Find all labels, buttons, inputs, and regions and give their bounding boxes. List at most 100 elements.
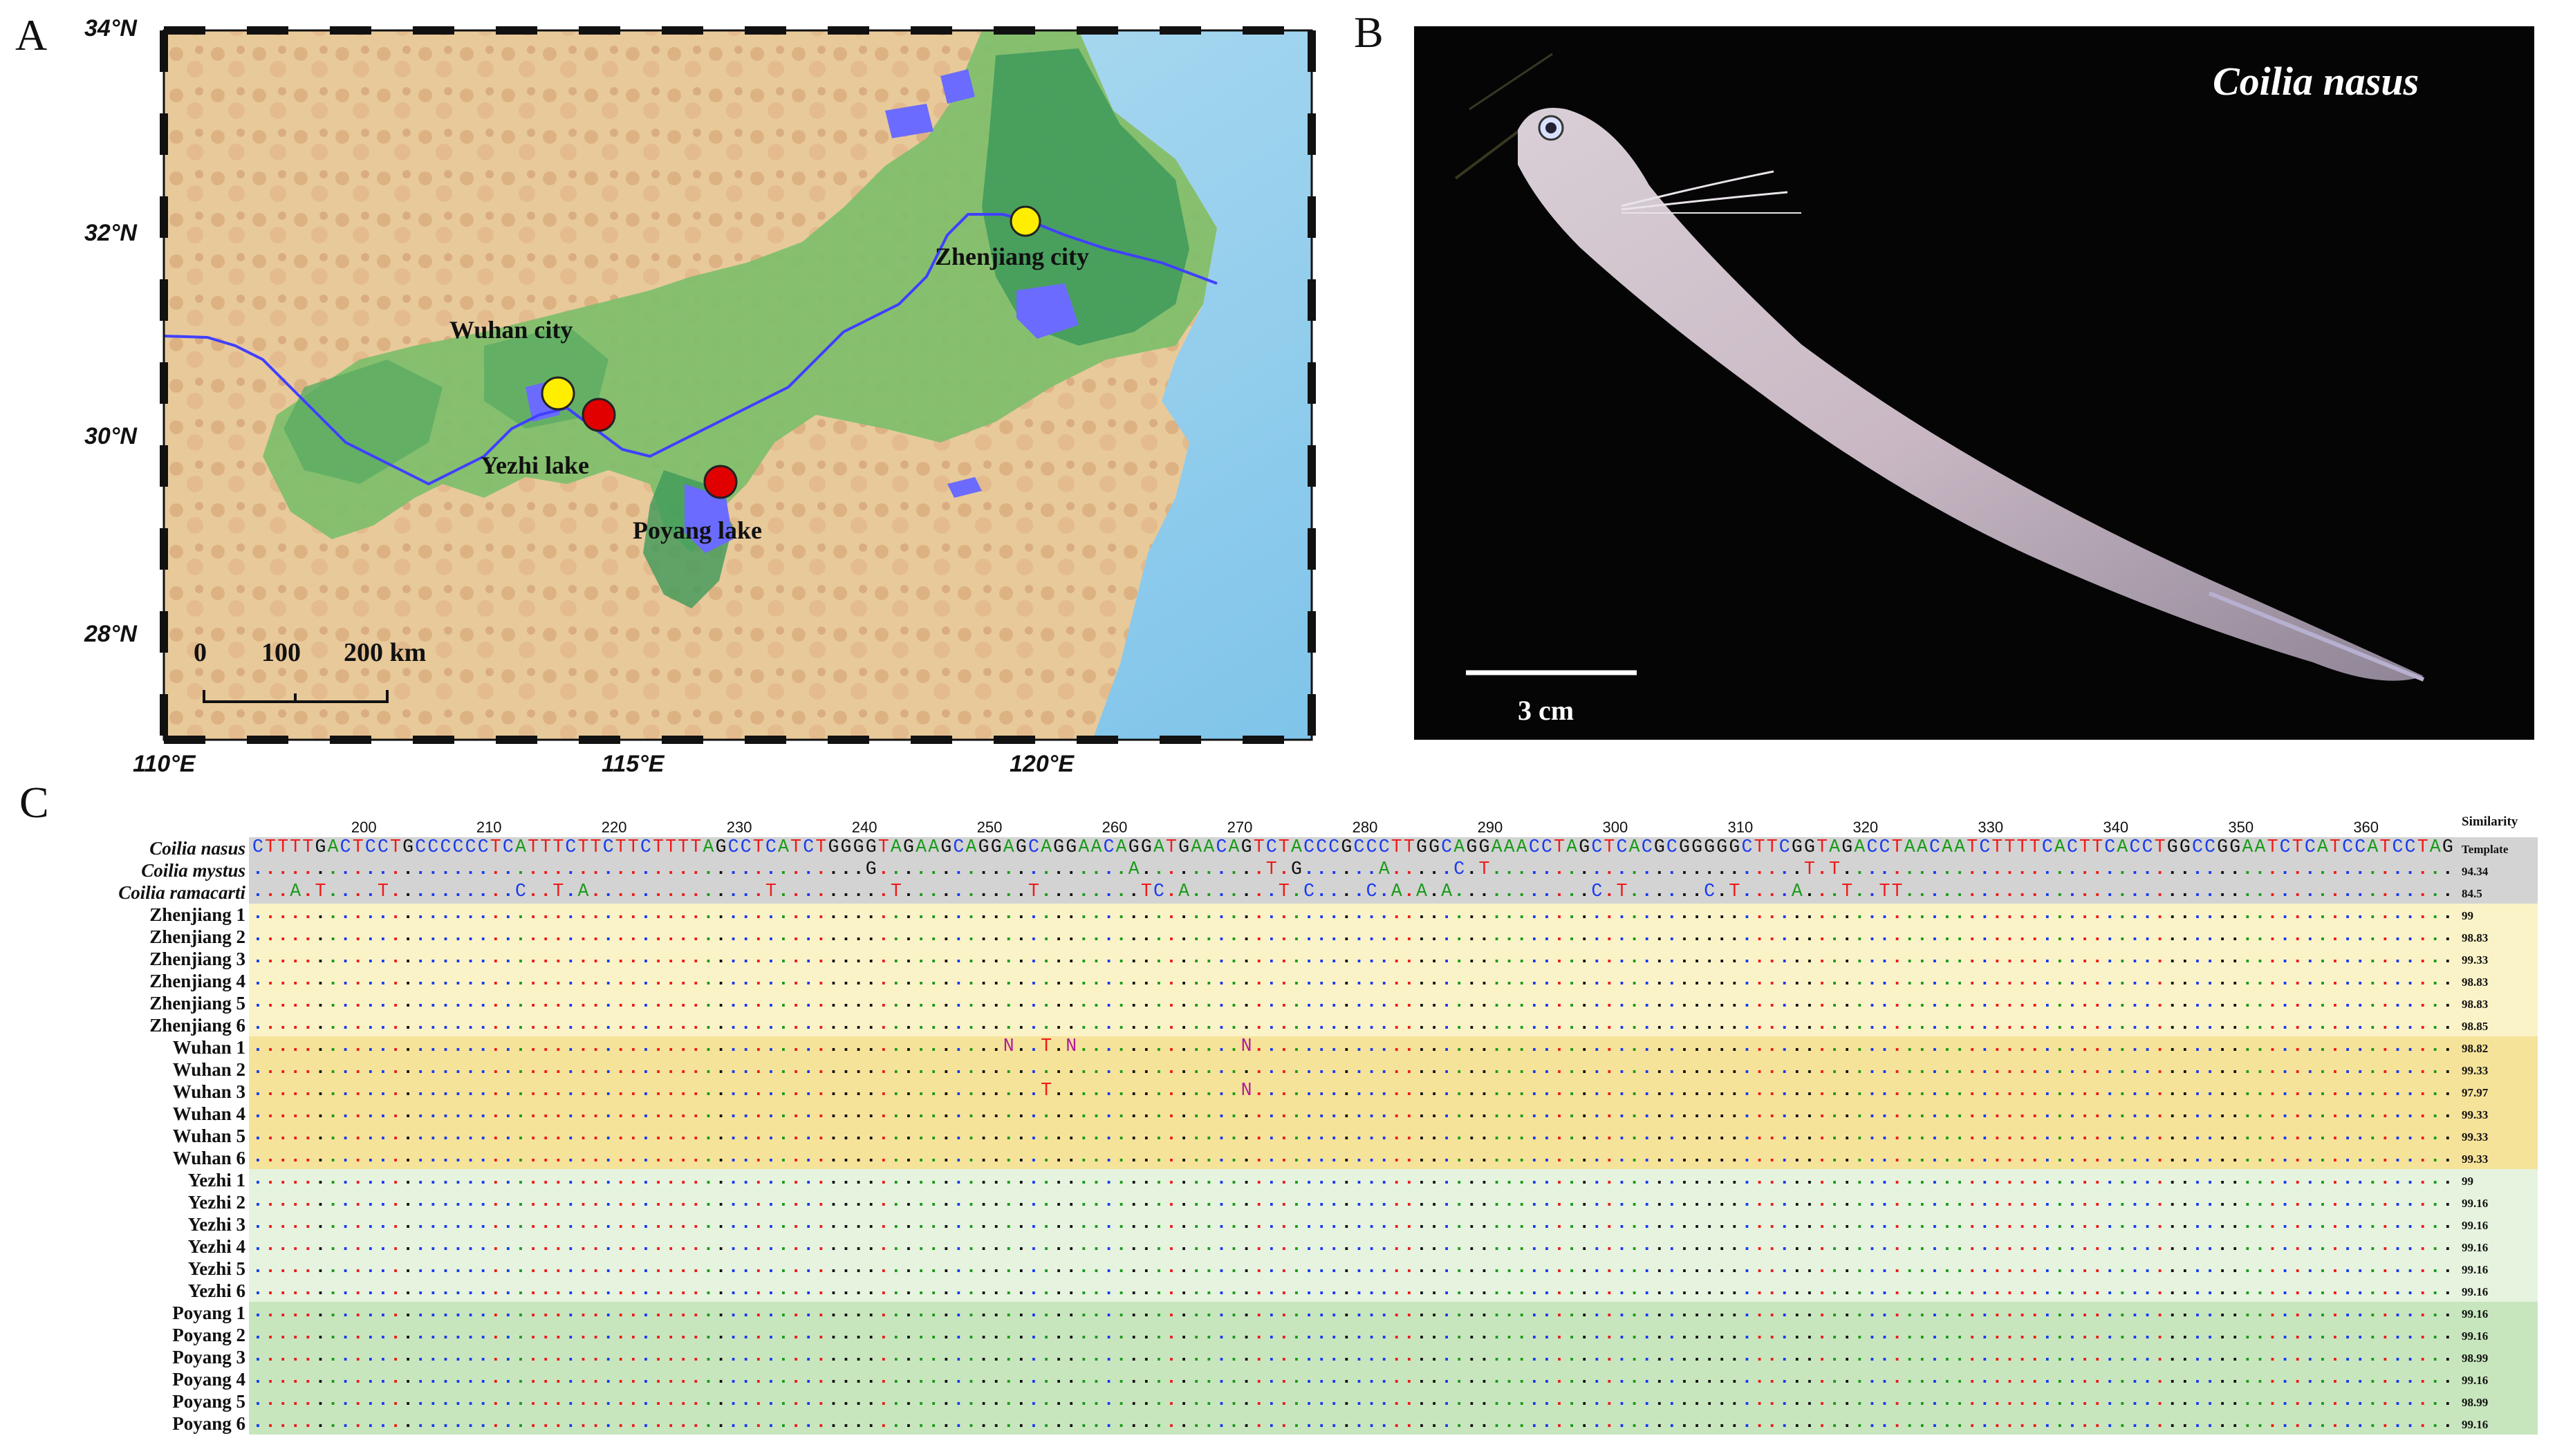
row-label: Yezhi 5 bbox=[187, 1258, 245, 1279]
row-label: Wuhan 5 bbox=[172, 1126, 245, 1146]
row-label: Wuhan 4 bbox=[172, 1103, 245, 1124]
row-label: Poyang 2 bbox=[172, 1325, 245, 1345]
fish-photo bbox=[1414, 26, 2534, 740]
similarity-value: 98.85 bbox=[2462, 1020, 2489, 1033]
group-band-wuhan bbox=[249, 1036, 2538, 1169]
row-label: Zhenjiang 3 bbox=[149, 949, 245, 969]
row-label: Wuhan 1 bbox=[172, 1037, 245, 1058]
lake-shape bbox=[947, 477, 982, 498]
zhenjiang-marker bbox=[1010, 205, 1041, 237]
position-tick: 260 bbox=[1102, 819, 1128, 836]
lat-label-32: 32°N bbox=[84, 220, 137, 246]
similarity-value: 99.33 bbox=[2462, 953, 2489, 967]
row-label: Poyang 3 bbox=[172, 1347, 245, 1368]
yezhi-marker bbox=[582, 398, 616, 432]
map-border bbox=[160, 26, 1316, 744]
map-frame bbox=[163, 30, 1312, 740]
similarity-value: 99.33 bbox=[2462, 1064, 2489, 1077]
similarity-value: Template bbox=[2462, 843, 2509, 856]
lake-shape bbox=[885, 104, 933, 138]
city-label-poyang: Poyang lake bbox=[633, 516, 763, 544]
city-label-yezhi: Yezhi lake bbox=[481, 451, 589, 479]
lowland-plain bbox=[263, 30, 1217, 553]
lon-label-115: 115°E bbox=[602, 751, 665, 777]
position-tick: 350 bbox=[2228, 819, 2254, 836]
similarity-value: 98.99 bbox=[2462, 1352, 2489, 1365]
sequence-alignment: 200 210 220 230 240 250 260 270 280 290 300 310 320 3… bbox=[0, 788, 2555, 1456]
row-label: Poyang 6 bbox=[172, 1413, 245, 1434]
similarity-header: Similarity bbox=[2462, 814, 2518, 829]
group-band-yezhi bbox=[249, 1169, 2538, 1302]
similarity-value: 98.99 bbox=[2462, 1396, 2489, 1409]
position-tick: 200 bbox=[351, 819, 377, 836]
similarity-value: 99 bbox=[2462, 1175, 2473, 1188]
city-label-zhenjiang: Zhenjiang city bbox=[935, 243, 1090, 270]
position-tick: 210 bbox=[476, 819, 502, 836]
row-label: Wuhan 3 bbox=[172, 1081, 245, 1102]
city-label-wuhan: Wuhan city bbox=[449, 316, 573, 344]
row-label: Coilia ramacarti bbox=[118, 882, 245, 903]
fish-body bbox=[1518, 108, 2424, 681]
poyang-marker bbox=[703, 465, 738, 499]
scale-label-100: 100 bbox=[261, 638, 301, 667]
similarity-value: 99.33 bbox=[2462, 1130, 2489, 1144]
similarity-value: 99.33 bbox=[2462, 1152, 2489, 1166]
position-tick: 250 bbox=[976, 819, 1003, 836]
lake-shape bbox=[940, 69, 975, 104]
group-band-zhenjiang bbox=[249, 904, 2538, 1036]
row-label: Zhenjiang 6 bbox=[149, 1015, 245, 1036]
position-tick: 220 bbox=[601, 819, 627, 836]
row-label: Wuhan 2 bbox=[172, 1059, 245, 1080]
position-tick: 300 bbox=[1602, 819, 1628, 836]
row-label: Yezhi 1 bbox=[187, 1170, 245, 1191]
similarity-value: 98.82 bbox=[2462, 1042, 2489, 1055]
lake-shape bbox=[1016, 283, 1079, 339]
similarity-value: 99.16 bbox=[2462, 1418, 2489, 1431]
position-tick: 330 bbox=[1978, 819, 2004, 836]
similarity-value: 99.16 bbox=[2462, 1329, 2489, 1343]
group-band-outgroup bbox=[249, 837, 2538, 904]
similarity-value: 97.97 bbox=[2462, 1086, 2489, 1099]
position-tick: 340 bbox=[2103, 819, 2129, 836]
similarity-value: 99.16 bbox=[2462, 1285, 2489, 1298]
wuhan-marker bbox=[541, 376, 575, 411]
position-tick: 290 bbox=[1477, 819, 1503, 836]
lon-label-110: 110°E bbox=[133, 751, 196, 777]
lat-label-28: 28°N bbox=[84, 621, 137, 647]
row-label: Zhenjiang 5 bbox=[149, 993, 245, 1014]
row-label: Poyang 5 bbox=[172, 1391, 245, 1412]
similarity-value: 99.16 bbox=[2462, 1307, 2489, 1320]
similarity-value: 99.16 bbox=[2462, 1263, 2489, 1276]
similarity-value: 94.34 bbox=[2462, 865, 2489, 878]
similarity-value: 99.16 bbox=[2462, 1241, 2489, 1254]
similarity-value: 98.83 bbox=[2462, 976, 2489, 989]
position-tick: 270 bbox=[1227, 819, 1253, 836]
position-tick: 230 bbox=[726, 819, 752, 836]
row-label: Yezhi 6 bbox=[187, 1280, 245, 1301]
scale-bar bbox=[203, 690, 389, 703]
lon-label-120: 120°E bbox=[1010, 751, 1075, 777]
yangtze-river bbox=[163, 213, 1218, 486]
lat-label-34: 34°N bbox=[84, 15, 137, 41]
row-label: Coilia nasus bbox=[149, 838, 245, 859]
lat-label-30: 30°N bbox=[84, 423, 137, 449]
row-label: Poyang 1 bbox=[172, 1303, 245, 1323]
similarity-value: 99.16 bbox=[2462, 1197, 2489, 1210]
map bbox=[160, 26, 1316, 744]
photo-scale-label: 3 cm bbox=[1518, 695, 1574, 726]
row-label: Yezhi 3 bbox=[187, 1214, 245, 1235]
row-label: Wuhan 6 bbox=[172, 1148, 245, 1168]
row-label: Zhenjiang 4 bbox=[149, 971, 245, 991]
group-band-poyang bbox=[249, 1302, 2538, 1435]
panel-label-b: B bbox=[1354, 8, 1384, 57]
row-label: Zhenjiang 1 bbox=[149, 904, 245, 925]
similarity-value: 98.83 bbox=[2462, 998, 2489, 1011]
row-label: Coilia mystus bbox=[141, 860, 245, 881]
lake-shape bbox=[685, 484, 733, 553]
similarity-value: 99 bbox=[2462, 909, 2473, 922]
panel-label-a: A bbox=[15, 10, 48, 59]
row-label: Zhenjiang 2 bbox=[149, 926, 245, 947]
similarity-value: 99.16 bbox=[2462, 1374, 2489, 1387]
similarity-value: 98.83 bbox=[2462, 931, 2489, 944]
position-tick: 360 bbox=[2353, 819, 2379, 836]
